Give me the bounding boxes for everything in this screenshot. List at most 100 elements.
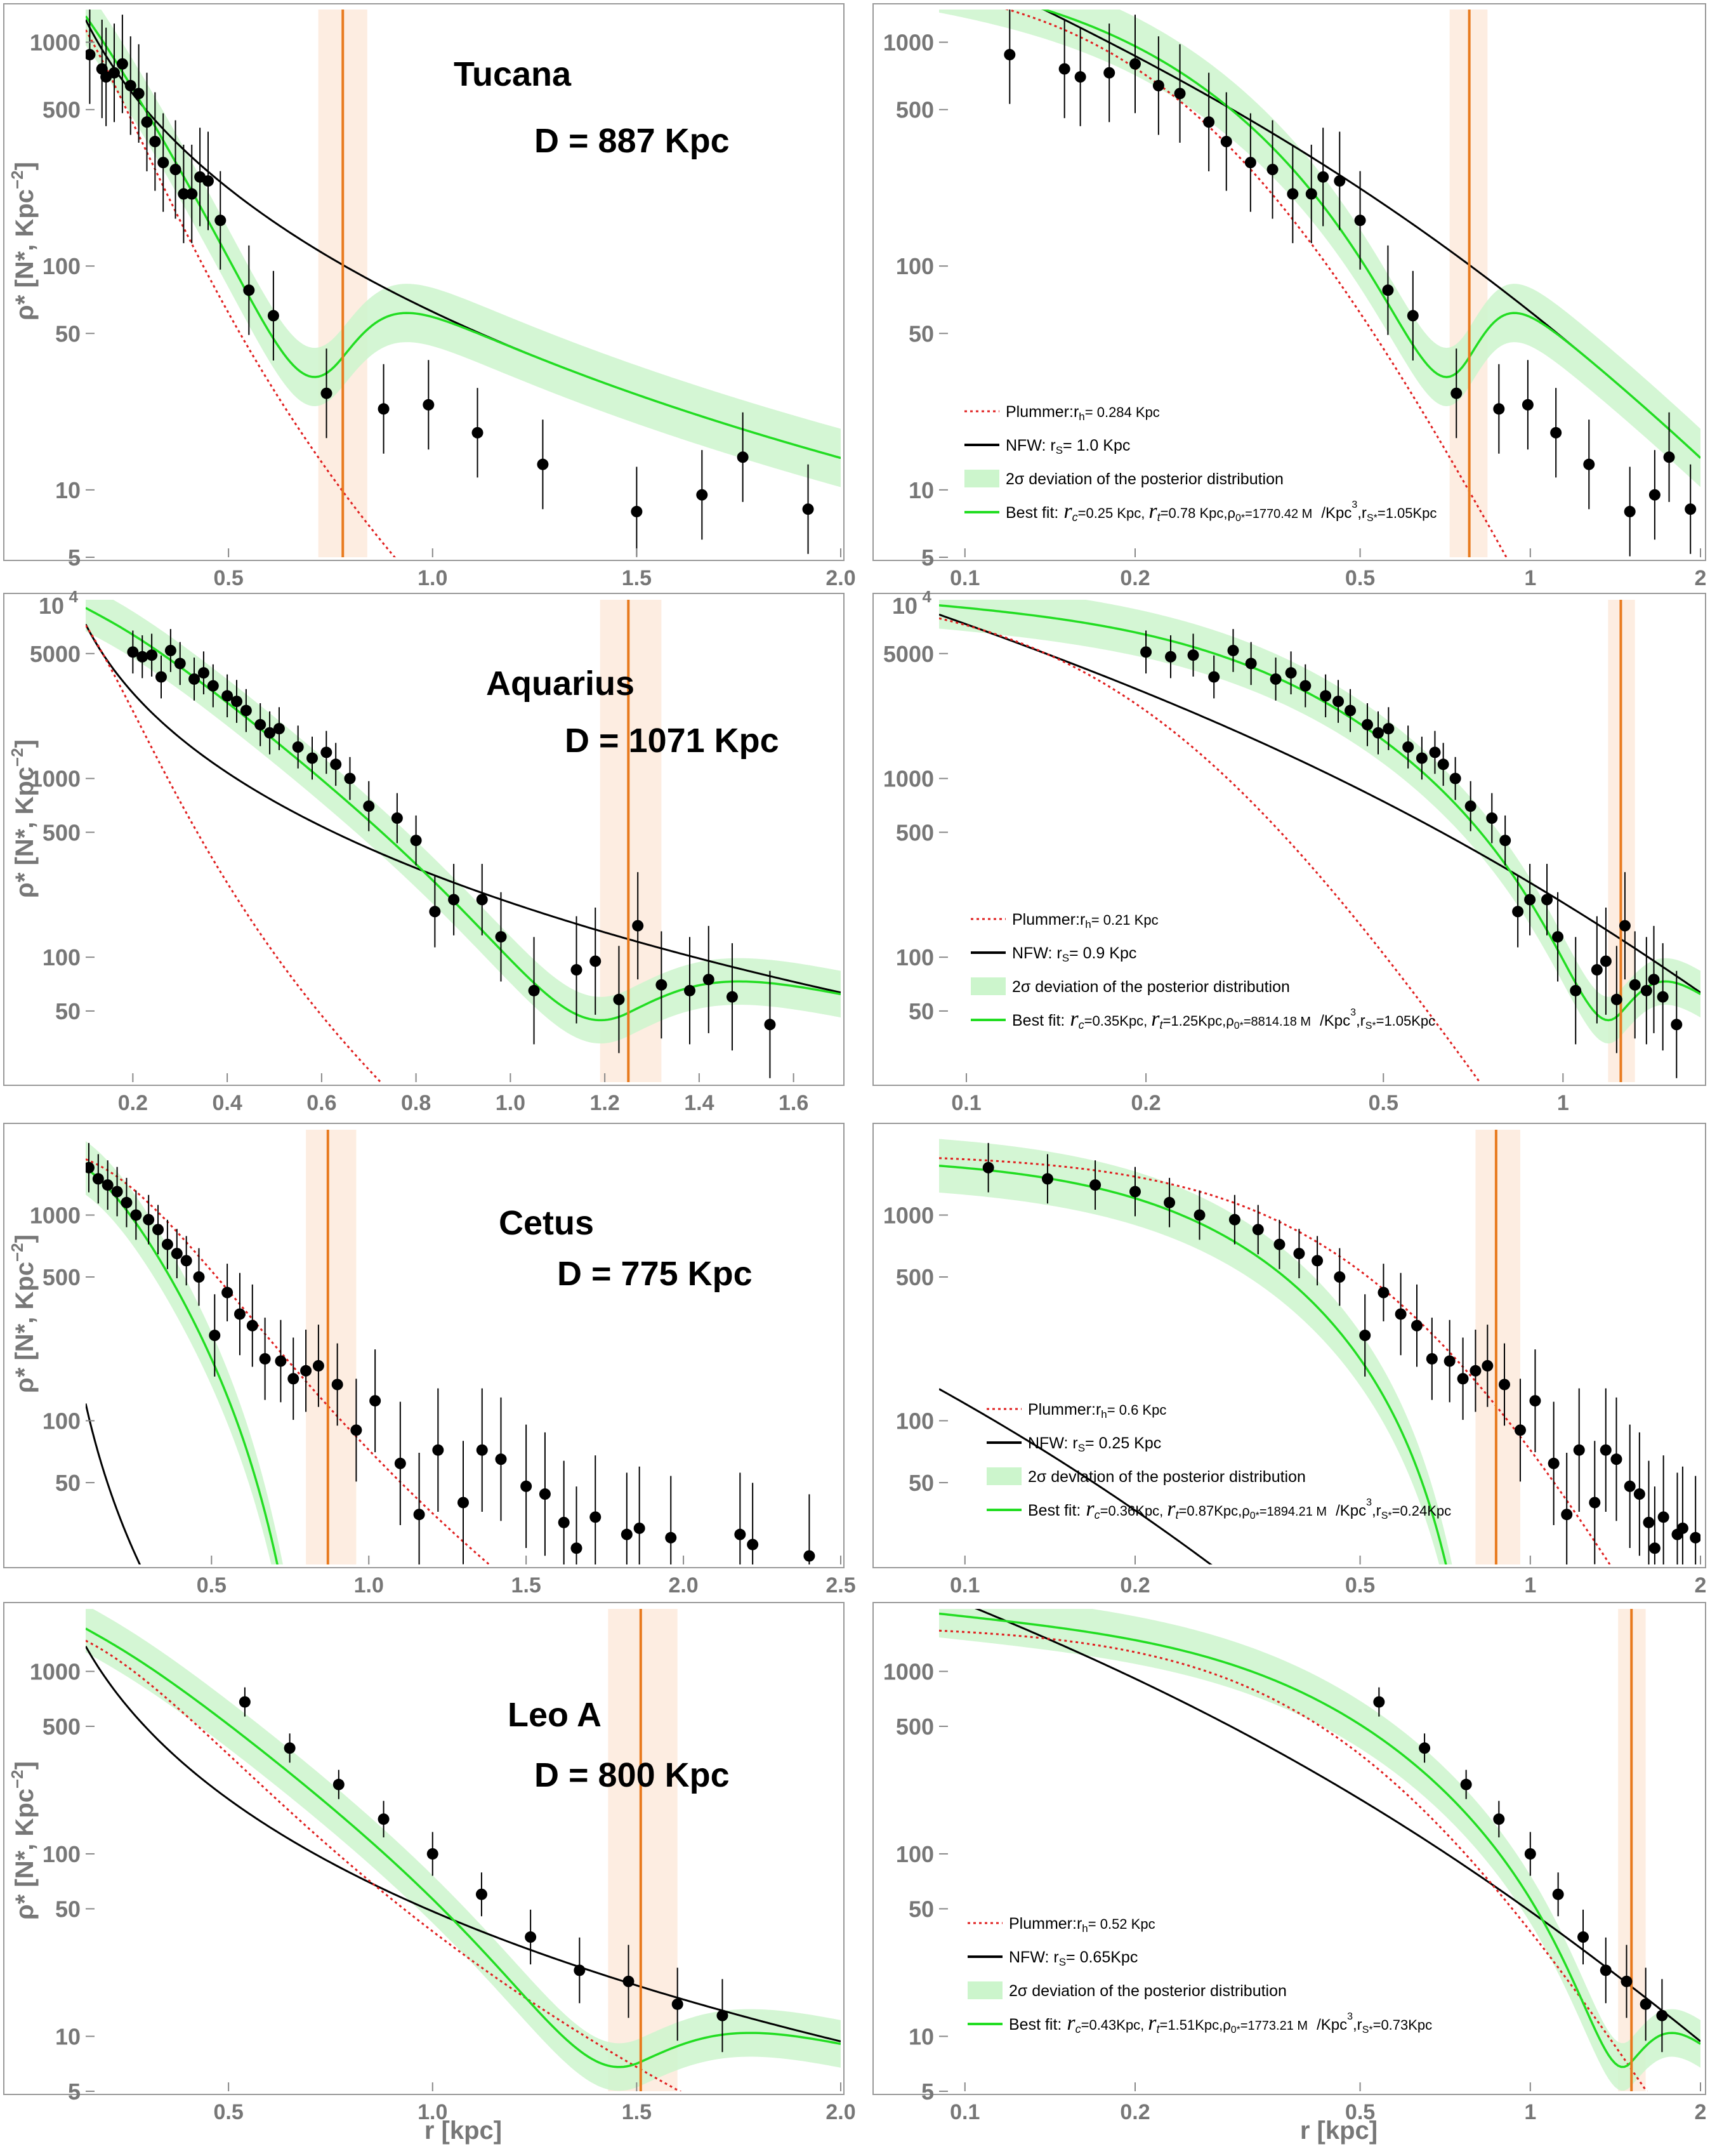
galaxy-distance: D = 887 Kpc — [534, 122, 730, 160]
data-marker — [621, 1528, 633, 1540]
data-marker — [1621, 1975, 1633, 1987]
data-marker — [1610, 993, 1622, 1005]
data-marker — [1208, 671, 1220, 683]
data-point — [1152, 36, 1164, 135]
y-axis-label-sup: −2 — [8, 1243, 27, 1262]
data-marker — [133, 88, 145, 100]
y-axis-label: ρ* [N*, Kpc−2] — [8, 162, 39, 321]
x-tick-label: 0.6 — [306, 1091, 336, 1115]
data-point — [312, 1325, 324, 1407]
data-point — [1589, 1441, 1601, 1564]
plummer-curve — [86, 1158, 491, 1564]
data-point — [1270, 658, 1282, 701]
y-tick-label: 500 — [43, 819, 81, 845]
y-tick-label: 5 — [68, 2079, 81, 2105]
posterior-2sigma-band — [86, 600, 841, 1044]
data-marker — [1187, 649, 1199, 661]
data-point — [1548, 1401, 1560, 1525]
data-marker — [1245, 658, 1257, 670]
legend-bestfit-label: Best fit: rc=0.25 Kpc, rt=0.78 Kpc,ρ0*=177… — [1006, 499, 1437, 524]
tidal-radius-band — [306, 1130, 357, 1564]
x-tick-label: 2.0 — [668, 1573, 698, 1597]
data-point — [1334, 1248, 1346, 1306]
y-axis-label-close: ] — [11, 162, 39, 170]
data-marker — [570, 1542, 582, 1554]
data-point — [426, 1832, 438, 1876]
data-point — [1629, 931, 1641, 1039]
data-point — [1640, 1968, 1652, 2041]
legend-plummer-label: Plummer:rh= 0.284 Kpc — [1006, 403, 1160, 423]
data-marker — [1411, 1319, 1423, 1332]
data-point — [1457, 1337, 1469, 1420]
data-marker — [1600, 1444, 1612, 1456]
galaxy-distance: D = 800 Kpc — [534, 1756, 730, 1794]
legend-nfw-label: NFW: rS= 0.25 Kpc — [1028, 1434, 1161, 1454]
data-point — [320, 731, 332, 774]
data-point — [1395, 1273, 1407, 1356]
data-marker — [1089, 1179, 1102, 1191]
data-point — [1089, 1160, 1102, 1210]
panel-aquarius-lin: 50 100 500 1000 5000 10 4 0.2 0.4 0.6 0.8 1.0 1.2 1.4… — [3, 587, 845, 1115]
y-tick-label: 50 — [909, 1470, 934, 1496]
x-tick-label: 2.0 — [825, 2100, 855, 2124]
data-marker — [495, 931, 507, 943]
y-tick-label: 50 — [55, 1896, 81, 1922]
data-marker — [1512, 906, 1524, 918]
data-marker — [152, 1224, 164, 1236]
data-point — [589, 1455, 602, 1564]
data-point — [1610, 946, 1622, 1054]
data-point — [209, 1294, 221, 1377]
data-point — [111, 1167, 123, 1217]
data-marker — [259, 1352, 271, 1365]
data-marker — [1174, 88, 1186, 100]
data-point — [429, 875, 441, 948]
data-marker — [1493, 1813, 1505, 1825]
data-marker — [243, 284, 255, 296]
legend: Plummer:rh= 0.284 Kpc NFW: rS= 1.0 Kpc 2σ … — [964, 403, 1437, 524]
data-point — [716, 1979, 728, 2053]
data-marker — [1378, 1286, 1390, 1299]
data-point — [254, 703, 266, 746]
data-marker — [180, 1255, 192, 1267]
tidal-radius-band — [1475, 1130, 1520, 1564]
data-point — [1512, 875, 1524, 948]
nfw-curve — [939, 1388, 1213, 1564]
data-point — [1244, 113, 1256, 212]
x-tick-label: 1.5 — [622, 566, 652, 590]
plummer-curve — [86, 625, 382, 1082]
data-point — [86, 10, 96, 104]
posterior-2sigma-band — [86, 1141, 283, 1564]
y-tick-label: 10 — [909, 477, 934, 503]
x-tick-label: 1 — [1524, 566, 1536, 590]
data-marker — [702, 974, 714, 986]
data-marker — [155, 671, 167, 683]
data-point — [1648, 925, 1660, 1033]
data-point — [193, 1248, 205, 1306]
data-point — [1552, 1872, 1564, 1917]
data-marker — [665, 1531, 677, 1544]
data-marker — [161, 1238, 173, 1250]
data-marker — [1482, 1359, 1494, 1372]
data-marker — [1619, 920, 1631, 932]
panel-leoa-log: 5 10 50 100 500 1000 0.1 0.2 0.5 1 2 Plummer:rh= 0.… — [872, 1602, 1706, 2124]
y-tick-label: 1000 — [883, 766, 934, 792]
data-marker — [124, 79, 136, 91]
data-marker — [240, 704, 252, 717]
data-marker — [1383, 723, 1395, 735]
data-point — [1624, 1424, 1636, 1549]
y-axis-label-main: ρ* [N*, Kpc — [11, 189, 39, 321]
panel-frame — [3, 593, 845, 1086]
data-marker — [1629, 979, 1641, 991]
data-point — [1129, 15, 1141, 114]
y-axis-label-main: ρ* [N*, Kpc — [11, 1789, 39, 1920]
data-marker — [1486, 812, 1498, 824]
legend-bestfit-label: Best fit: rc=0.36Kpc, rt=0.87Kpc,ρ0*=1894.… — [1028, 1497, 1451, 1521]
data-point — [1552, 892, 1564, 982]
x-tick-label: 1.0 — [418, 2100, 447, 2124]
panel-leoa-lin: 5 10 50 100 500 1000 0.5 1.0 1.5 2.0 Leo A D = 800 … — [3, 1602, 856, 2124]
data-point — [1411, 1284, 1423, 1367]
y-axis-label-text: ρ* [N*, Kpc−2] — [8, 1761, 39, 1920]
x-tick-label: 1.2 — [589, 1091, 619, 1115]
data-marker — [1129, 58, 1141, 70]
data-marker — [330, 758, 342, 770]
